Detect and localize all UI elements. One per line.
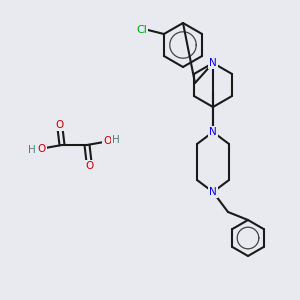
- Text: O: O: [103, 136, 111, 146]
- Text: H: H: [112, 135, 120, 145]
- Text: H: H: [28, 145, 36, 155]
- Text: N: N: [209, 187, 217, 197]
- Text: N: N: [209, 127, 217, 137]
- Text: O: O: [56, 120, 64, 130]
- Text: O: O: [85, 161, 93, 171]
- Text: O: O: [38, 144, 46, 154]
- Text: N: N: [209, 58, 217, 68]
- Text: Cl: Cl: [136, 25, 147, 35]
